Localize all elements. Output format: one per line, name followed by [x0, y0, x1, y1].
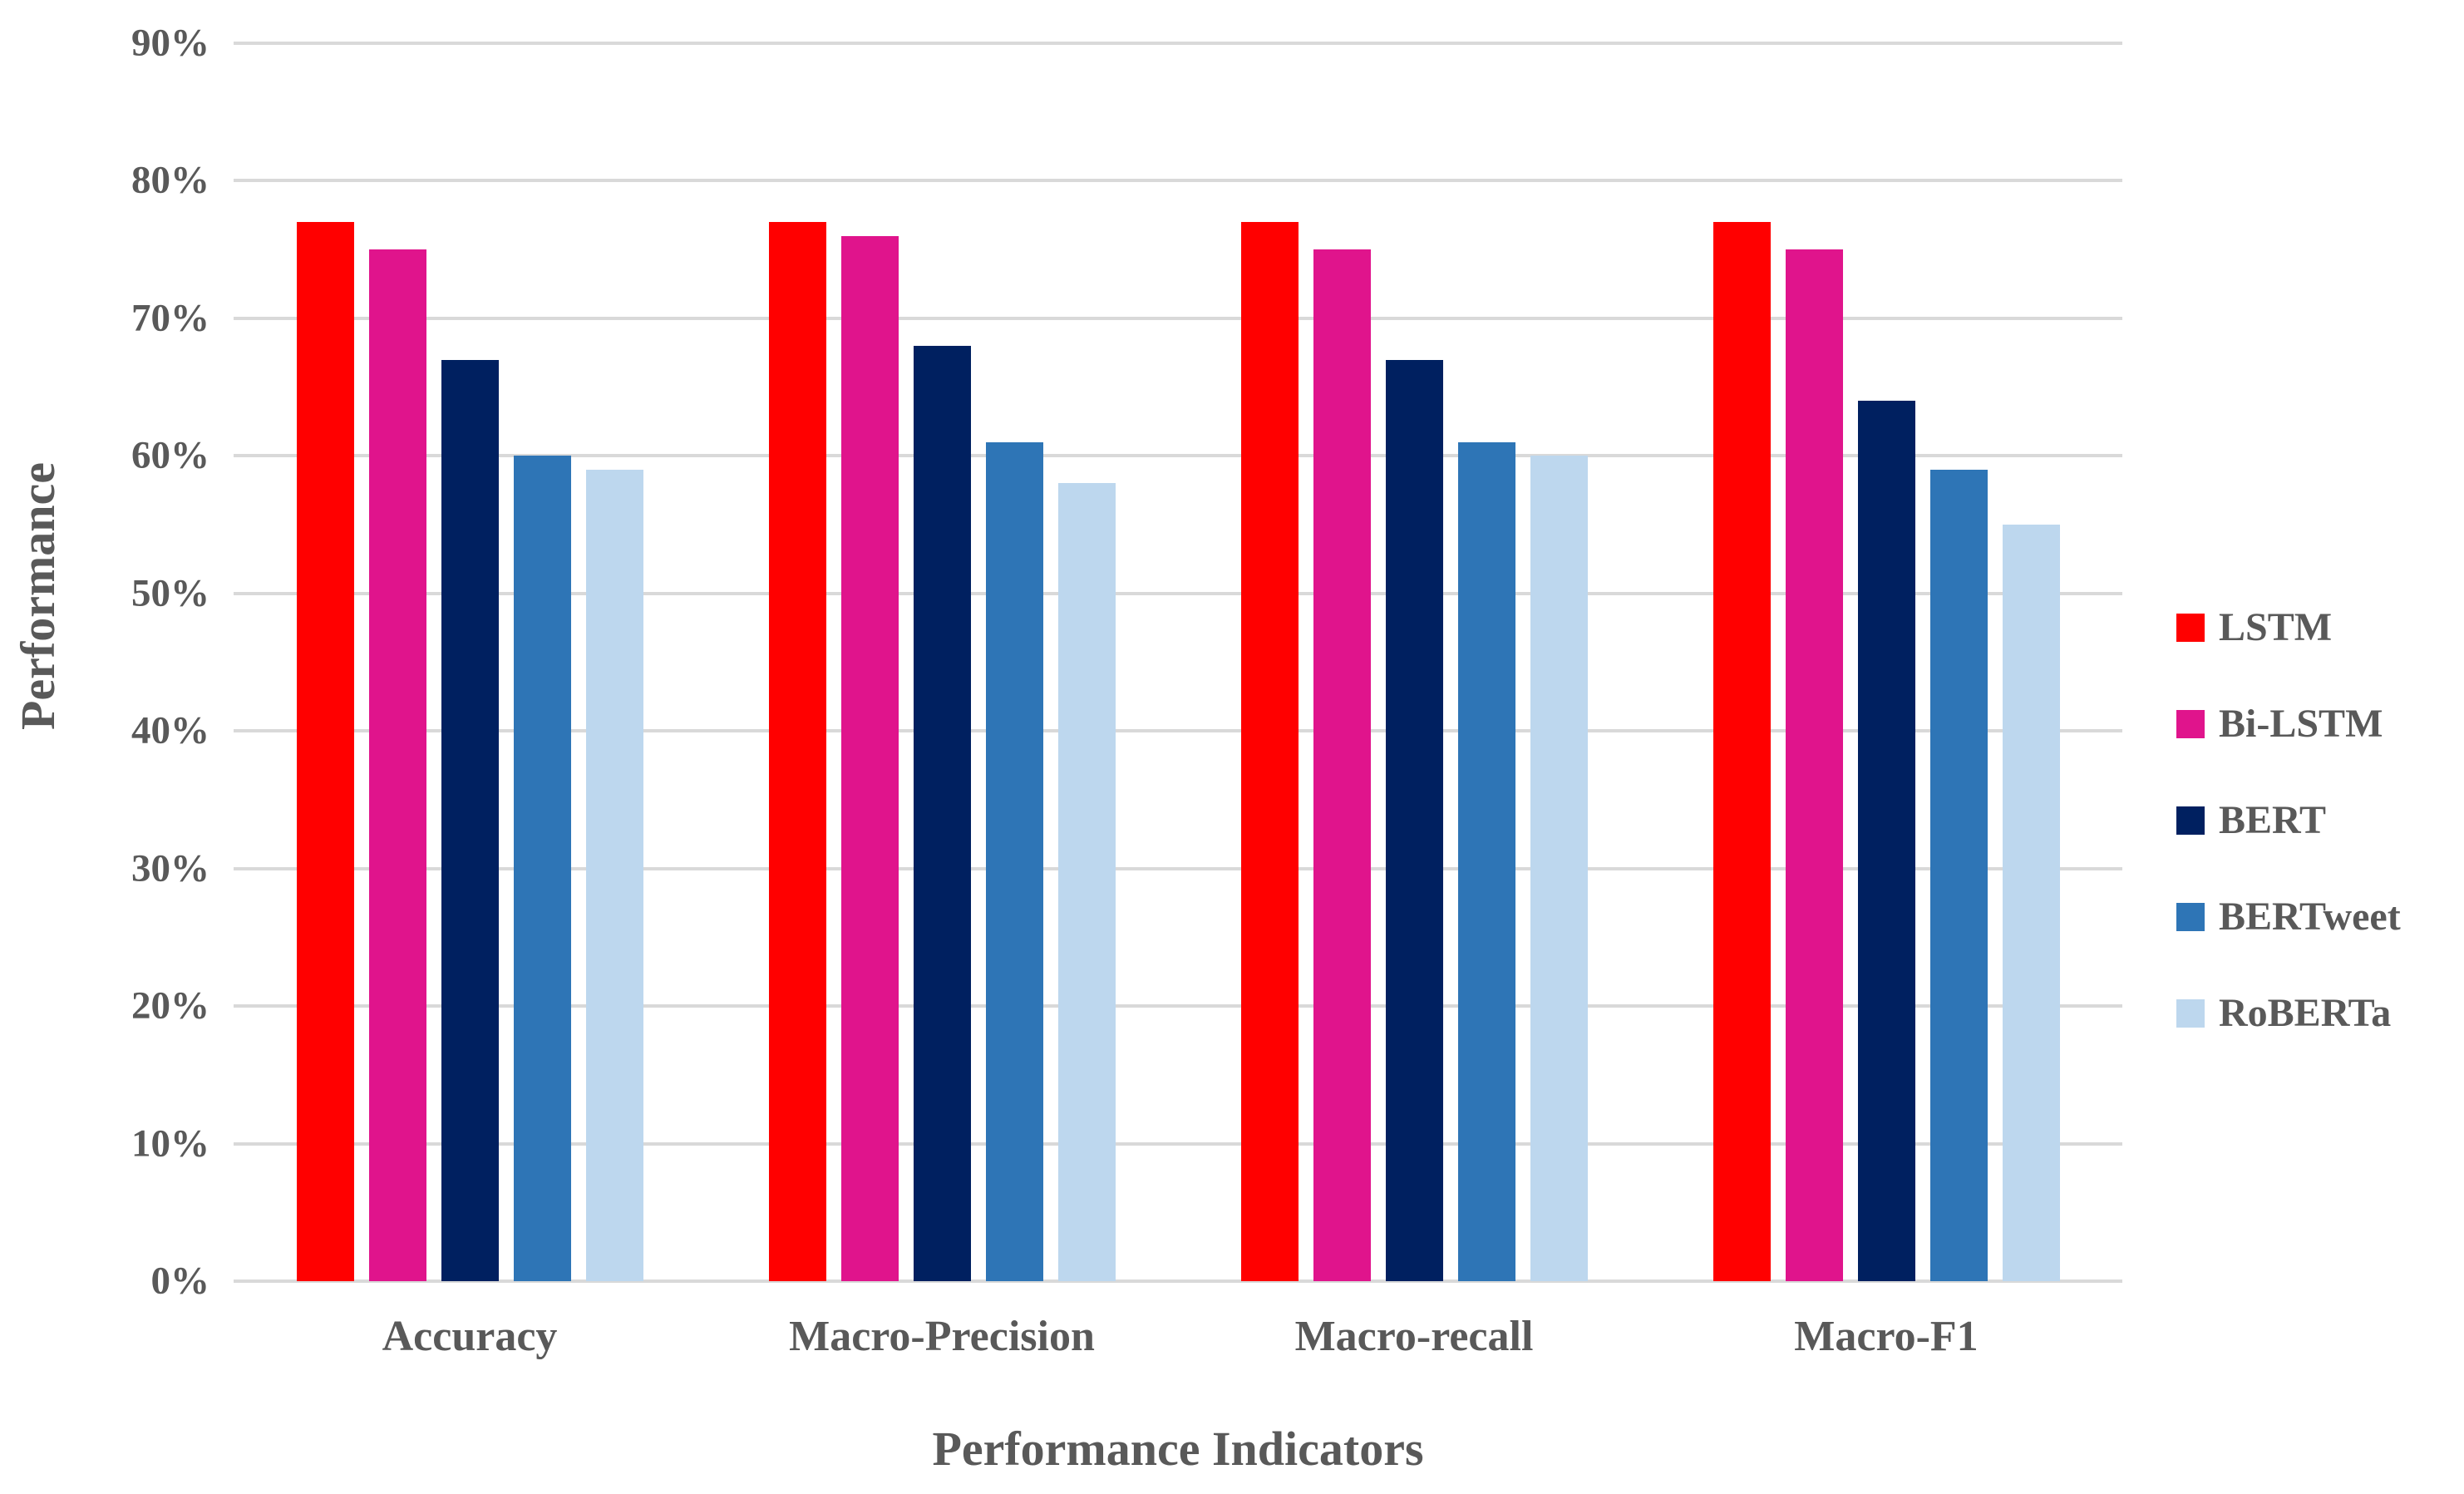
legend-label-LSTM: LSTM — [2219, 605, 2333, 649]
bar-BERTweet-Macro-F1 — [1929, 469, 1988, 1281]
bar-Bi-LSTM-Accuracy — [368, 249, 426, 1281]
legend-item-RoBERTa: RoBERTa — [2176, 994, 2391, 1033]
legend-label-RoBERTa: RoBERTa — [2219, 991, 2392, 1035]
legend-swatch-RoBERTa — [2176, 999, 2205, 1028]
legend-item-Bi-LSTM: Bi-LSTM — [2176, 704, 2383, 744]
bar-LSTM-Macro-Precision — [768, 222, 826, 1281]
y-tick-label-0: 0% — [150, 1259, 210, 1303]
bar-BERTweet-Macro-recall — [1457, 441, 1515, 1281]
legend-item-BERT: BERT — [2176, 801, 2326, 841]
gridline-10 — [234, 1141, 2122, 1146]
legend-swatch-BERT — [2176, 806, 2205, 835]
legend-swatch-BERTweet — [2176, 903, 2205, 931]
legend-label-Bi-LSTM: Bi-LSTM — [2219, 702, 2383, 746]
legend-swatch-LSTM — [2176, 614, 2205, 642]
bar-BERT-Macro-recall — [1385, 359, 1443, 1281]
bar-BERT-Accuracy — [441, 359, 499, 1281]
y-tick-label-20: 20% — [131, 984, 209, 1028]
x-axis-title: Performance Indicators — [932, 1422, 1424, 1476]
bar-group-Macro-F1 — [1712, 43, 2060, 1281]
bar-Bi-LSTM-Macro-F1 — [1785, 249, 1843, 1281]
y-tick-label-40: 40% — [131, 708, 209, 752]
gridline-50 — [234, 591, 2122, 595]
gridline-30 — [234, 866, 2122, 870]
legend-item-BERTweet: BERTweet — [2176, 897, 2401, 937]
y-tick-label-70: 70% — [131, 296, 209, 340]
bar-group-Accuracy — [296, 43, 643, 1281]
y-tick-label-50: 50% — [131, 571, 209, 615]
legend-label-BERTweet: BERTweet — [2219, 895, 2401, 939]
legend: LSTM Bi-LSTM BERT BERTweet RoBERTa — [2176, 0, 2459, 1494]
bar-Bi-LSTM-Macro-Precision — [840, 235, 899, 1281]
bar-RoBERTa-Macro-F1 — [2002, 525, 2060, 1281]
gridline-70 — [234, 316, 2122, 320]
y-tick-label-30: 30% — [131, 846, 209, 890]
bar-BERTweet-Macro-Precision — [985, 441, 1043, 1281]
gridline-60 — [234, 454, 2122, 458]
bar-BERT-Macro-Precision — [913, 345, 971, 1281]
gridline-40 — [234, 729, 2122, 733]
bar-BERT-Macro-F1 — [1857, 401, 1915, 1281]
gridline-20 — [234, 1004, 2122, 1008]
bar-RoBERTa-Macro-recall — [1530, 456, 1588, 1281]
x-category-label-Accuracy: Accuracy — [382, 1313, 558, 1360]
bar-RoBERTa-Accuracy — [585, 469, 643, 1281]
bar-LSTM-Accuracy — [296, 222, 354, 1281]
y-tick-label-90: 90% — [131, 21, 209, 65]
plot-area — [234, 42, 2122, 1283]
x-category-label-Macro-F1: Macro-F1 — [1794, 1313, 1979, 1360]
bar-LSTM-Macro-recall — [1240, 222, 1299, 1281]
gridline-90 — [234, 42, 2122, 45]
x-category-label-Macro-Precision: Macro-Precision — [789, 1313, 1095, 1360]
legend-label-BERT: BERT — [2219, 798, 2327, 842]
bar-BERTweet-Accuracy — [513, 456, 571, 1281]
bar-LSTM-Macro-F1 — [1712, 222, 1771, 1281]
legend-item-LSTM: LSTM — [2176, 608, 2332, 648]
bar-group-Macro-Precision — [768, 43, 1116, 1281]
gridline-80 — [234, 179, 2122, 183]
legend-swatch-Bi-LSTM — [2176, 710, 2205, 738]
y-tick-label-10: 10% — [131, 1122, 209, 1166]
y-tick-label-80: 80% — [131, 158, 209, 202]
x-category-label-Macro-recall: Macro-recall — [1294, 1313, 1534, 1360]
bar-RoBERTa-Macro-Precision — [1057, 483, 1116, 1281]
bar-Bi-LSTM-Macro-recall — [1313, 249, 1371, 1281]
y-tick-label-60: 60% — [131, 433, 209, 477]
bar-group-Macro-recall — [1240, 43, 1588, 1281]
gridline-0 — [234, 1280, 2122, 1283]
